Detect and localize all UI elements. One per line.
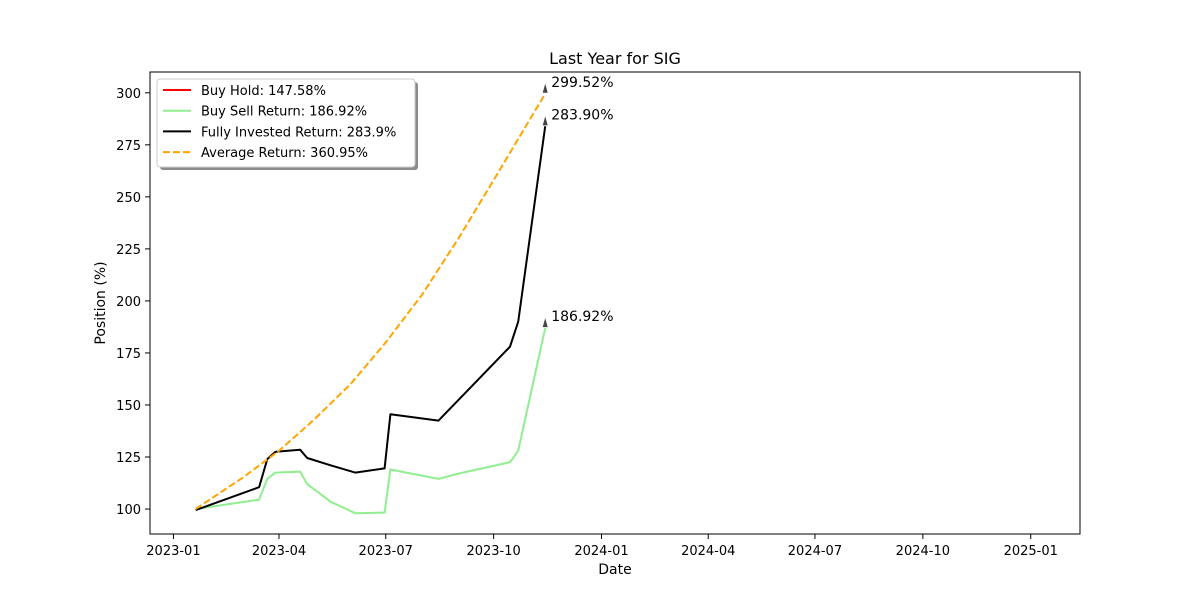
x-tick-label: 2024-01 <box>574 544 628 559</box>
plot-area <box>195 93 547 515</box>
annotation-label: 186.92% <box>551 309 613 325</box>
legend-label: Buy Sell Return: 186.92% <box>201 105 367 120</box>
y-tick-label: 225 <box>116 243 141 258</box>
x-axis: 2023-01 2023-04 2023-07 2023-10 2024-01 2024-… <box>146 534 1058 559</box>
y-tick-label: 125 <box>116 451 141 466</box>
x-tick-label: 2024-04 <box>681 544 735 559</box>
x-tick-label: 2023-07 <box>359 544 413 559</box>
y-tick-label: 250 <box>116 191 141 206</box>
legend-label: Average Return: 360.95% <box>201 146 368 161</box>
y-axis-label: Position (%) <box>93 261 109 344</box>
x-tick-label: 2025-01 <box>1004 544 1058 559</box>
legend-label: Buy Hold: 147.58% <box>201 84 326 99</box>
y-axis: 100 125 150 175 200 225 250 275 300 <box>116 87 150 518</box>
x-tick-label: 2023-04 <box>252 544 306 559</box>
legend-box <box>156 78 416 168</box>
annotation-label: 283.90% <box>551 107 613 123</box>
annotation-arrow <box>542 83 548 93</box>
legend-label: Fully Invested Return: 283.9% <box>201 125 396 140</box>
y-tick-label: 200 <box>116 295 141 310</box>
x-tick-label: 2024-07 <box>788 544 842 559</box>
annotation-arrow <box>542 116 548 126</box>
annotations: 299.52% 283.90% 186.92% <box>542 75 614 328</box>
y-tick-label: 175 <box>116 347 141 362</box>
annotation-label: 299.52% <box>551 75 613 91</box>
x-tick-label: 2023-10 <box>466 544 520 559</box>
x-axis-label: Date <box>598 562 631 578</box>
y-tick-label: 100 <box>116 503 141 518</box>
series-line <box>195 93 547 510</box>
chart-title: Last Year for SIG <box>549 49 681 68</box>
legend: Buy Hold: 147.58% Buy Sell Return: 186.92… <box>156 78 418 170</box>
y-tick-label: 275 <box>116 139 141 154</box>
series-line <box>195 327 547 515</box>
x-tick-label: 2023-01 <box>146 544 200 559</box>
x-tick-label: 2024-10 <box>896 544 950 559</box>
series-line <box>195 126 547 512</box>
y-tick-label: 300 <box>116 87 141 102</box>
plot-frame <box>149 71 1081 535</box>
annotation-arrow <box>542 318 548 328</box>
y-tick-label: 150 <box>116 399 141 414</box>
